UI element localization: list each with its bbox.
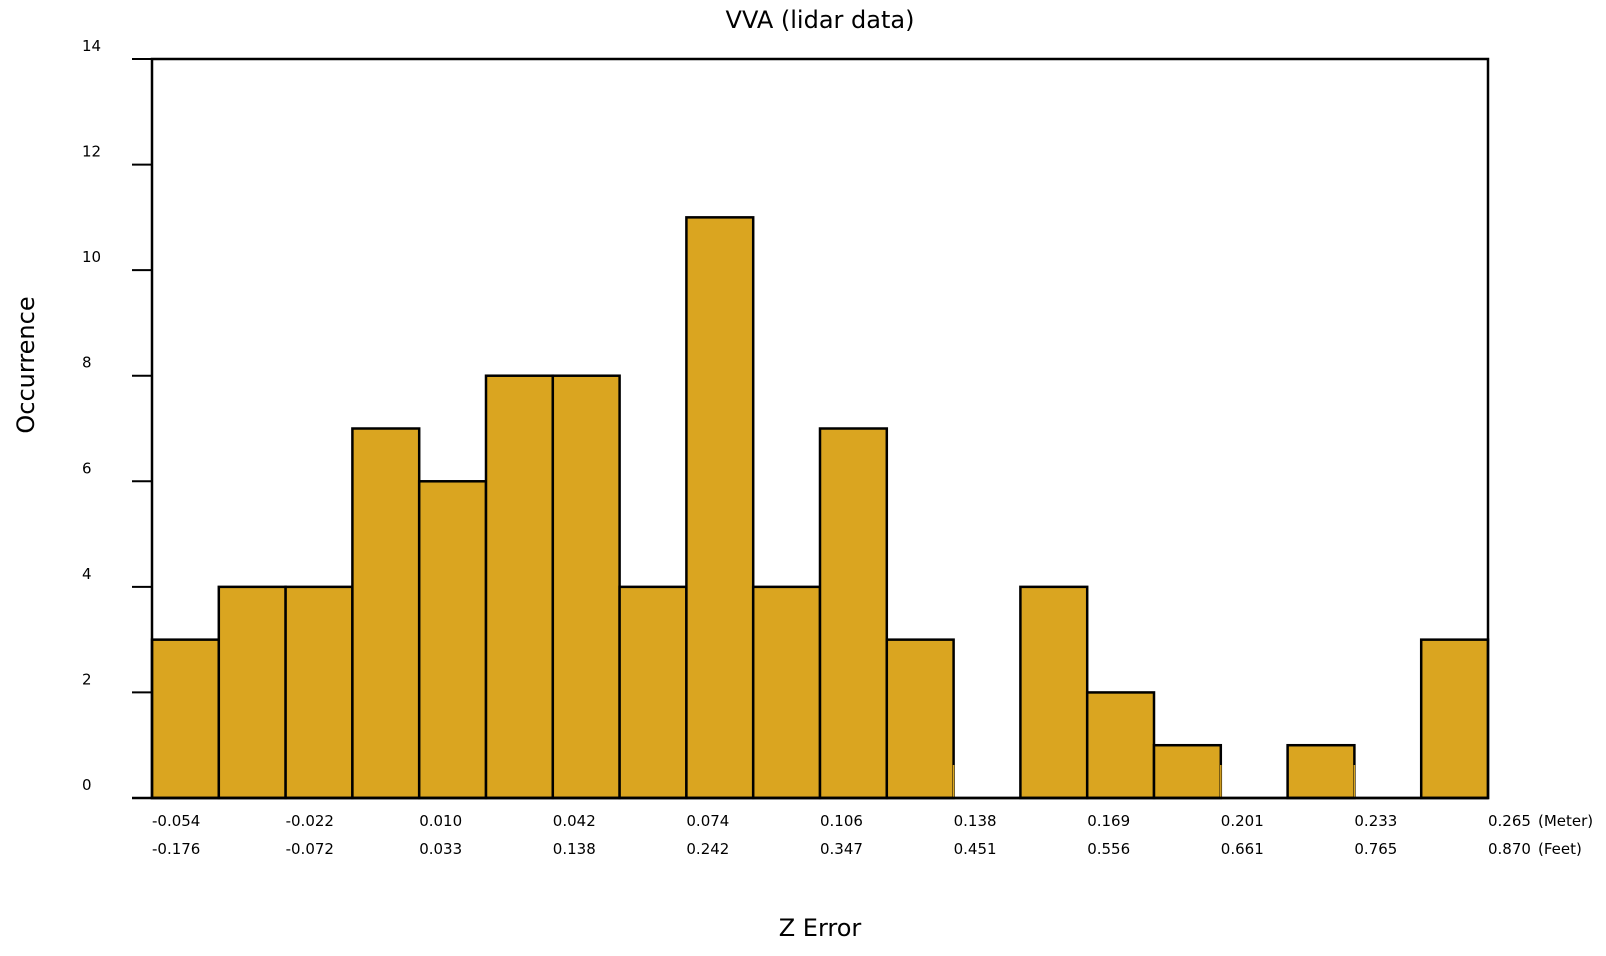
x-tick-label-meter: 0.169	[1087, 812, 1130, 830]
histogram-bar	[351, 427, 421, 800]
y-axis-title: Occurrence	[12, 296, 40, 433]
histogram-bar	[1152, 743, 1223, 800]
x-tick-label-feet: 0.242	[686, 840, 729, 858]
histogram-bar	[417, 480, 488, 800]
x-tick-label-meter: 0.201	[1221, 812, 1264, 830]
histogram-bar	[751, 585, 822, 800]
histogram-bar	[284, 585, 354, 800]
x-tick-label-meter: -0.022	[286, 812, 334, 830]
x-axis-title: Z Error	[779, 914, 862, 942]
y-tick-label: 8	[82, 354, 92, 372]
x-tick-label-feet: 0.347	[820, 840, 863, 858]
histogram-bar	[217, 585, 287, 800]
x-tick-label-feet: 0.556	[1087, 840, 1130, 858]
y-tick-label: 10	[82, 248, 101, 266]
x-tick-label-meter: 0.010	[419, 812, 462, 830]
x-tick-label-meter: 0.233	[1354, 812, 1397, 830]
empty-bin-markers	[952, 765, 1356, 798]
x-axis: -0.054 -0.176 -0.022 -0.072 0.010 0.033 0.042 0…	[132, 796, 1593, 858]
x-tick-label-feet: 0.033	[419, 840, 462, 858]
y-tick-label: 6	[82, 459, 92, 477]
histogram-bar	[1286, 743, 1356, 800]
y-tick-label: 2	[82, 670, 92, 688]
chart-title: VVA (lidar data)	[726, 6, 915, 34]
histogram-bar	[1085, 691, 1156, 800]
histogram-bar	[150, 638, 221, 800]
y-tick-label: 4	[82, 565, 92, 583]
histogram-bar	[1019, 585, 1089, 800]
x-tick-label-meter: 0.074	[686, 812, 729, 830]
x-tick-label-meter: 0.265	[1488, 812, 1531, 830]
meter-unit-label: (Meter)	[1538, 812, 1593, 830]
y-tick-label: 14	[82, 37, 101, 55]
x-tick-label-feet: 0.138	[553, 840, 596, 858]
x-tick-label-meter: 0.138	[954, 812, 997, 830]
x-tick-label-feet: 0.451	[954, 840, 997, 858]
y-tick-label: 0	[82, 776, 92, 794]
histogram-bar	[551, 374, 621, 800]
x-tick-label-feet: 0.870	[1488, 840, 1531, 858]
x-tick-label-feet: 0.765	[1354, 840, 1397, 858]
x-tick-label-feet: 0.661	[1221, 840, 1264, 858]
x-tick-label-meter: 0.042	[553, 812, 596, 830]
histogram-bar	[885, 638, 955, 800]
y-axis: 0 2 4 6 8 10 12 14	[82, 37, 152, 799]
feet-unit-label: (Feet)	[1538, 840, 1582, 858]
x-tick-label-feet: -0.176	[152, 840, 200, 858]
y-tick-label: 12	[82, 143, 101, 161]
bars-group	[150, 216, 1490, 800]
histogram-bar	[618, 585, 688, 800]
histogram-bar	[818, 427, 889, 800]
histogram-bar	[1419, 638, 1490, 800]
x-tick-label-meter: -0.054	[152, 812, 200, 830]
plot-frame	[150, 57, 1490, 800]
histogram-bar	[685, 216, 755, 800]
x-tick-label-meter: 0.106	[820, 812, 863, 830]
x-tick-label-feet: -0.072	[286, 840, 334, 858]
histogram-bar	[484, 374, 555, 800]
